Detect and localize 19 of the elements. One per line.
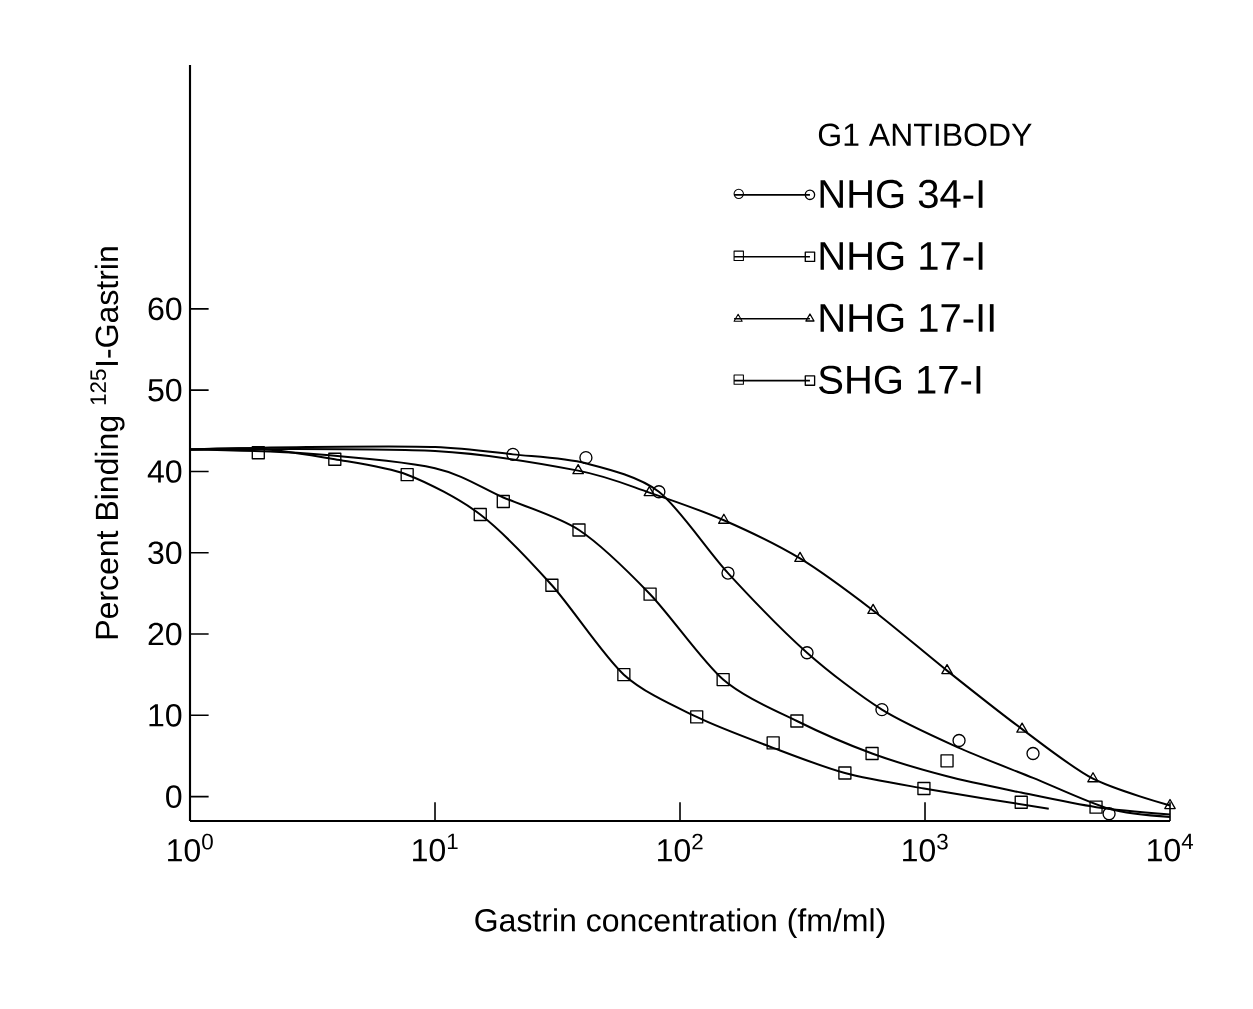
legend-label: NHG 34-I: [820, 179, 983, 209]
y-tick-label: 30: [148, 541, 182, 565]
legend-label: NHG 17-II: [820, 303, 994, 333]
legend-title: G1 ANTIBODY: [818, 123, 1032, 147]
y-tick-label: 0: [166, 785, 182, 808]
y-tick-label: 50: [148, 378, 182, 402]
x-tick-label: 10$^{4}$: [1148, 833, 1194, 862]
x-tick-label: 10$^{1}$: [413, 833, 458, 862]
x-axis-title: Gastrin concentration (fm/ml): [475, 908, 885, 938]
y-axis-title: Percent Binding $^{125}$I-Gastrin: [90, 247, 125, 639]
y-tick-label: 20: [148, 622, 182, 646]
legend-label: SHG 17-I: [819, 365, 981, 394]
x-tick-label: 10$^{3}$: [903, 833, 948, 862]
y-tick-label: 10: [149, 703, 182, 727]
y-tick-label: 40: [147, 460, 182, 483]
x-tick-label: 10$^{2}$: [658, 833, 703, 862]
y-tick-label: 60: [148, 297, 182, 321]
x-tick-label: 10$^{0}$: [168, 833, 213, 862]
legend-label: NHG 17-I: [820, 241, 983, 271]
